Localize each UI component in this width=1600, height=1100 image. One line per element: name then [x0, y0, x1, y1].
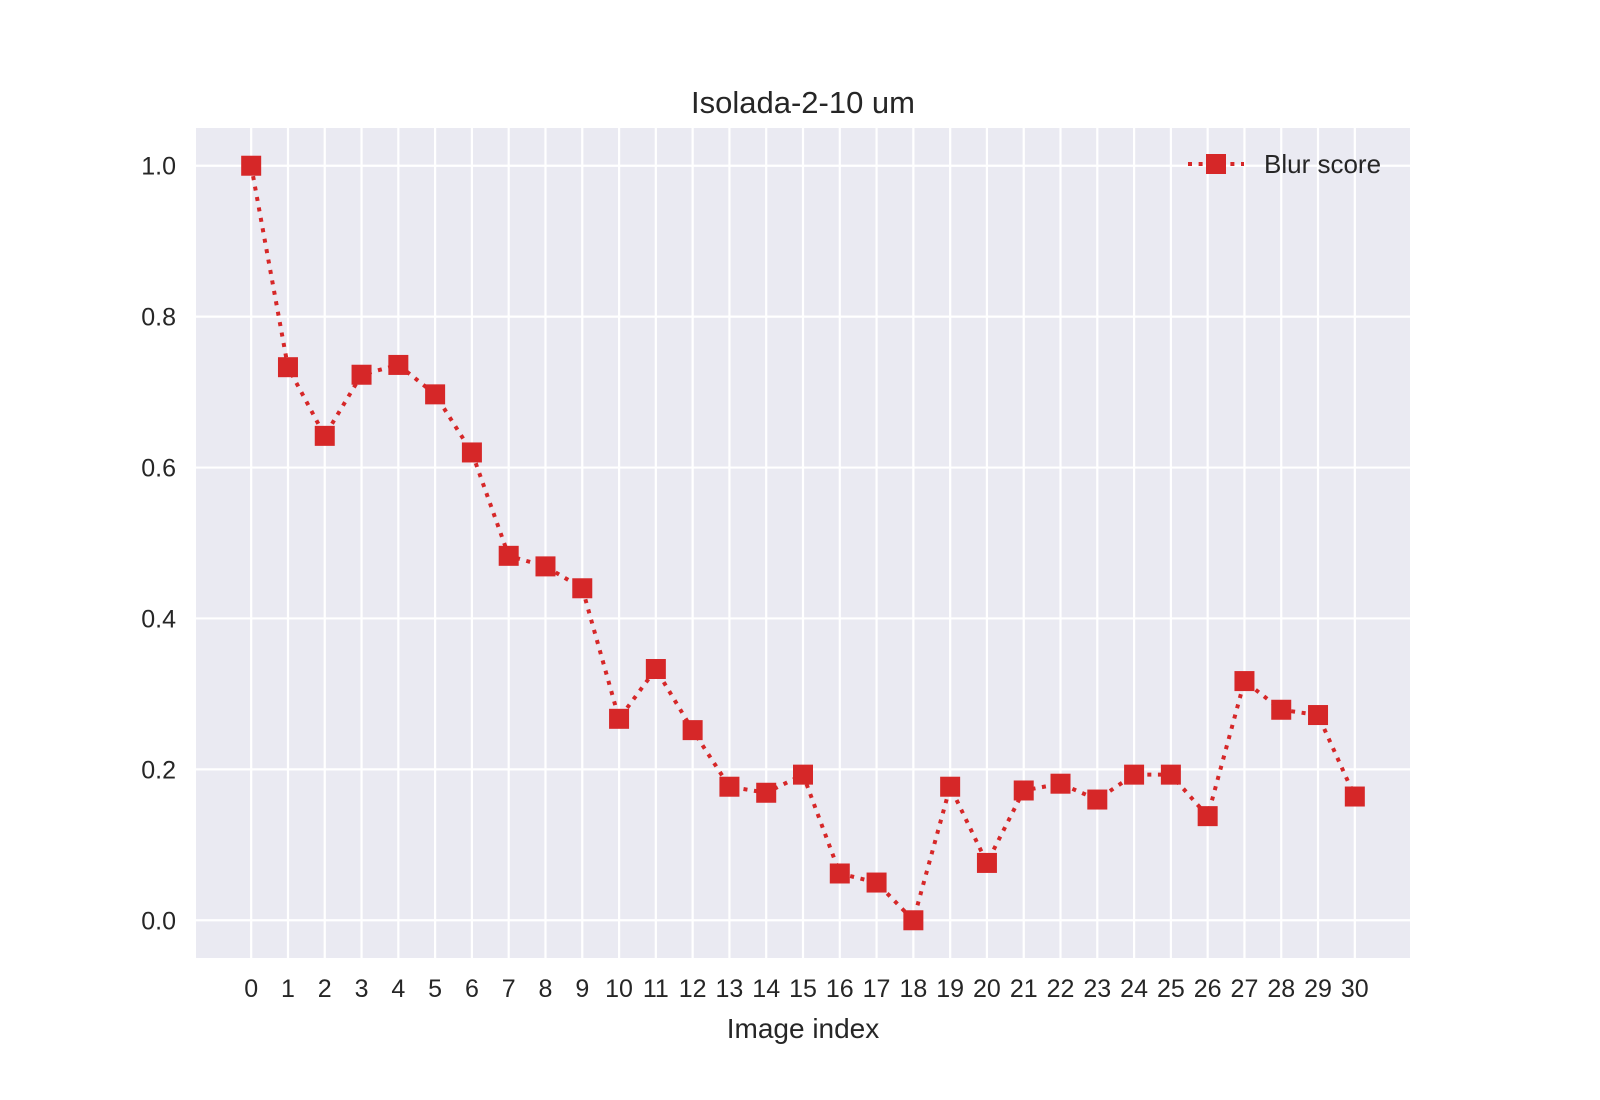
data-point-marker [1308, 705, 1329, 726]
data-point-marker [866, 872, 887, 893]
x-tick-label: 14 [752, 975, 780, 1003]
x-tick-label: 20 [973, 975, 1001, 1003]
x-axis-label: Image index [727, 1013, 880, 1044]
data-point-marker [1013, 780, 1034, 801]
data-point-marker [645, 659, 666, 680]
x-tick-label: 6 [465, 975, 479, 1003]
data-point-marker [241, 155, 262, 176]
x-tick-label: 10 [605, 975, 633, 1003]
data-point-marker [351, 364, 372, 385]
data-point-marker [498, 545, 519, 566]
grid-lines [196, 128, 1410, 958]
data-point-marker [682, 720, 703, 741]
x-tick-label: 16 [826, 975, 854, 1003]
data-point-marker [388, 354, 409, 375]
x-tick-label: 13 [716, 975, 744, 1003]
x-tick-label: 28 [1267, 975, 1295, 1003]
x-tick-label: 4 [391, 975, 405, 1003]
data-point-marker [425, 384, 446, 405]
data-point-marker [1050, 773, 1071, 794]
data-point-marker [277, 357, 298, 378]
data-point-marker [719, 776, 740, 797]
y-tick-label: 1.0 [141, 153, 176, 181]
x-tick-label: 2 [318, 975, 332, 1003]
data-point-marker [903, 910, 924, 931]
data-point-marker [1197, 806, 1218, 827]
x-tick-label: 5 [428, 975, 442, 1003]
x-tick-label: 27 [1231, 975, 1259, 1003]
x-tick-label: 12 [679, 975, 707, 1003]
data-point-marker [535, 556, 556, 577]
data-point-marker [976, 852, 997, 873]
x-axis-ticks: 0 1 2 3 4 5 6 7 8 9 10 11 12 13 14 15 16 17 18 19 20 21 22 23 24… [244, 975, 1368, 1003]
data-point-marker [1124, 764, 1145, 785]
x-tick-label: 3 [355, 975, 369, 1003]
x-tick-label: 17 [863, 975, 891, 1003]
x-tick-label: 21 [1010, 975, 1038, 1003]
x-tick-label: 19 [936, 975, 964, 1003]
data-point-marker [1234, 671, 1255, 692]
y-tick-label: 0.8 [141, 304, 176, 332]
x-tick-label: 25 [1157, 975, 1185, 1003]
series-layer [241, 155, 1365, 931]
data-point-marker [829, 863, 850, 884]
x-tick-label: 23 [1083, 975, 1111, 1003]
x-tick-label: 11 [643, 975, 669, 1003]
data-point-marker [1344, 786, 1365, 807]
data-point-marker [1087, 789, 1108, 810]
legend: Blur score [1188, 149, 1381, 179]
x-tick-label: 26 [1194, 975, 1222, 1003]
data-point-marker [940, 776, 961, 797]
y-tick-label: 0.2 [141, 756, 176, 784]
data-point-marker [461, 442, 482, 463]
y-axis-ticks: 0.0 0.2 0.4 0.6 0.8 1.0 [141, 153, 176, 936]
data-point-marker [572, 578, 593, 599]
y-tick-label: 0.4 [141, 605, 176, 633]
data-point-marker [609, 708, 630, 729]
data-point-marker [1160, 764, 1181, 785]
legend-marker-icon [1206, 154, 1226, 174]
x-tick-label: 30 [1341, 975, 1369, 1003]
x-tick-label: 0 [244, 975, 258, 1003]
x-tick-label: 18 [899, 975, 927, 1003]
x-tick-label: 1 [281, 975, 295, 1003]
x-tick-label: 29 [1304, 975, 1332, 1003]
chart-title: Isolada-2-10 um [691, 85, 915, 120]
legend-label: Blur score [1264, 149, 1381, 179]
x-tick-label: 15 [789, 975, 817, 1003]
data-point-marker [793, 764, 813, 785]
x-tick-label: 24 [1120, 975, 1148, 1003]
x-tick-label: 22 [1047, 975, 1075, 1003]
data-point-marker [756, 782, 777, 803]
x-tick-label: 9 [575, 975, 589, 1003]
data-point-marker [314, 425, 335, 446]
x-tick-label: 7 [502, 975, 516, 1003]
y-tick-label: 0.0 [141, 907, 176, 935]
y-tick-label: 0.6 [141, 455, 176, 483]
x-tick-label: 8 [539, 975, 553, 1003]
data-point-marker [1271, 699, 1292, 720]
